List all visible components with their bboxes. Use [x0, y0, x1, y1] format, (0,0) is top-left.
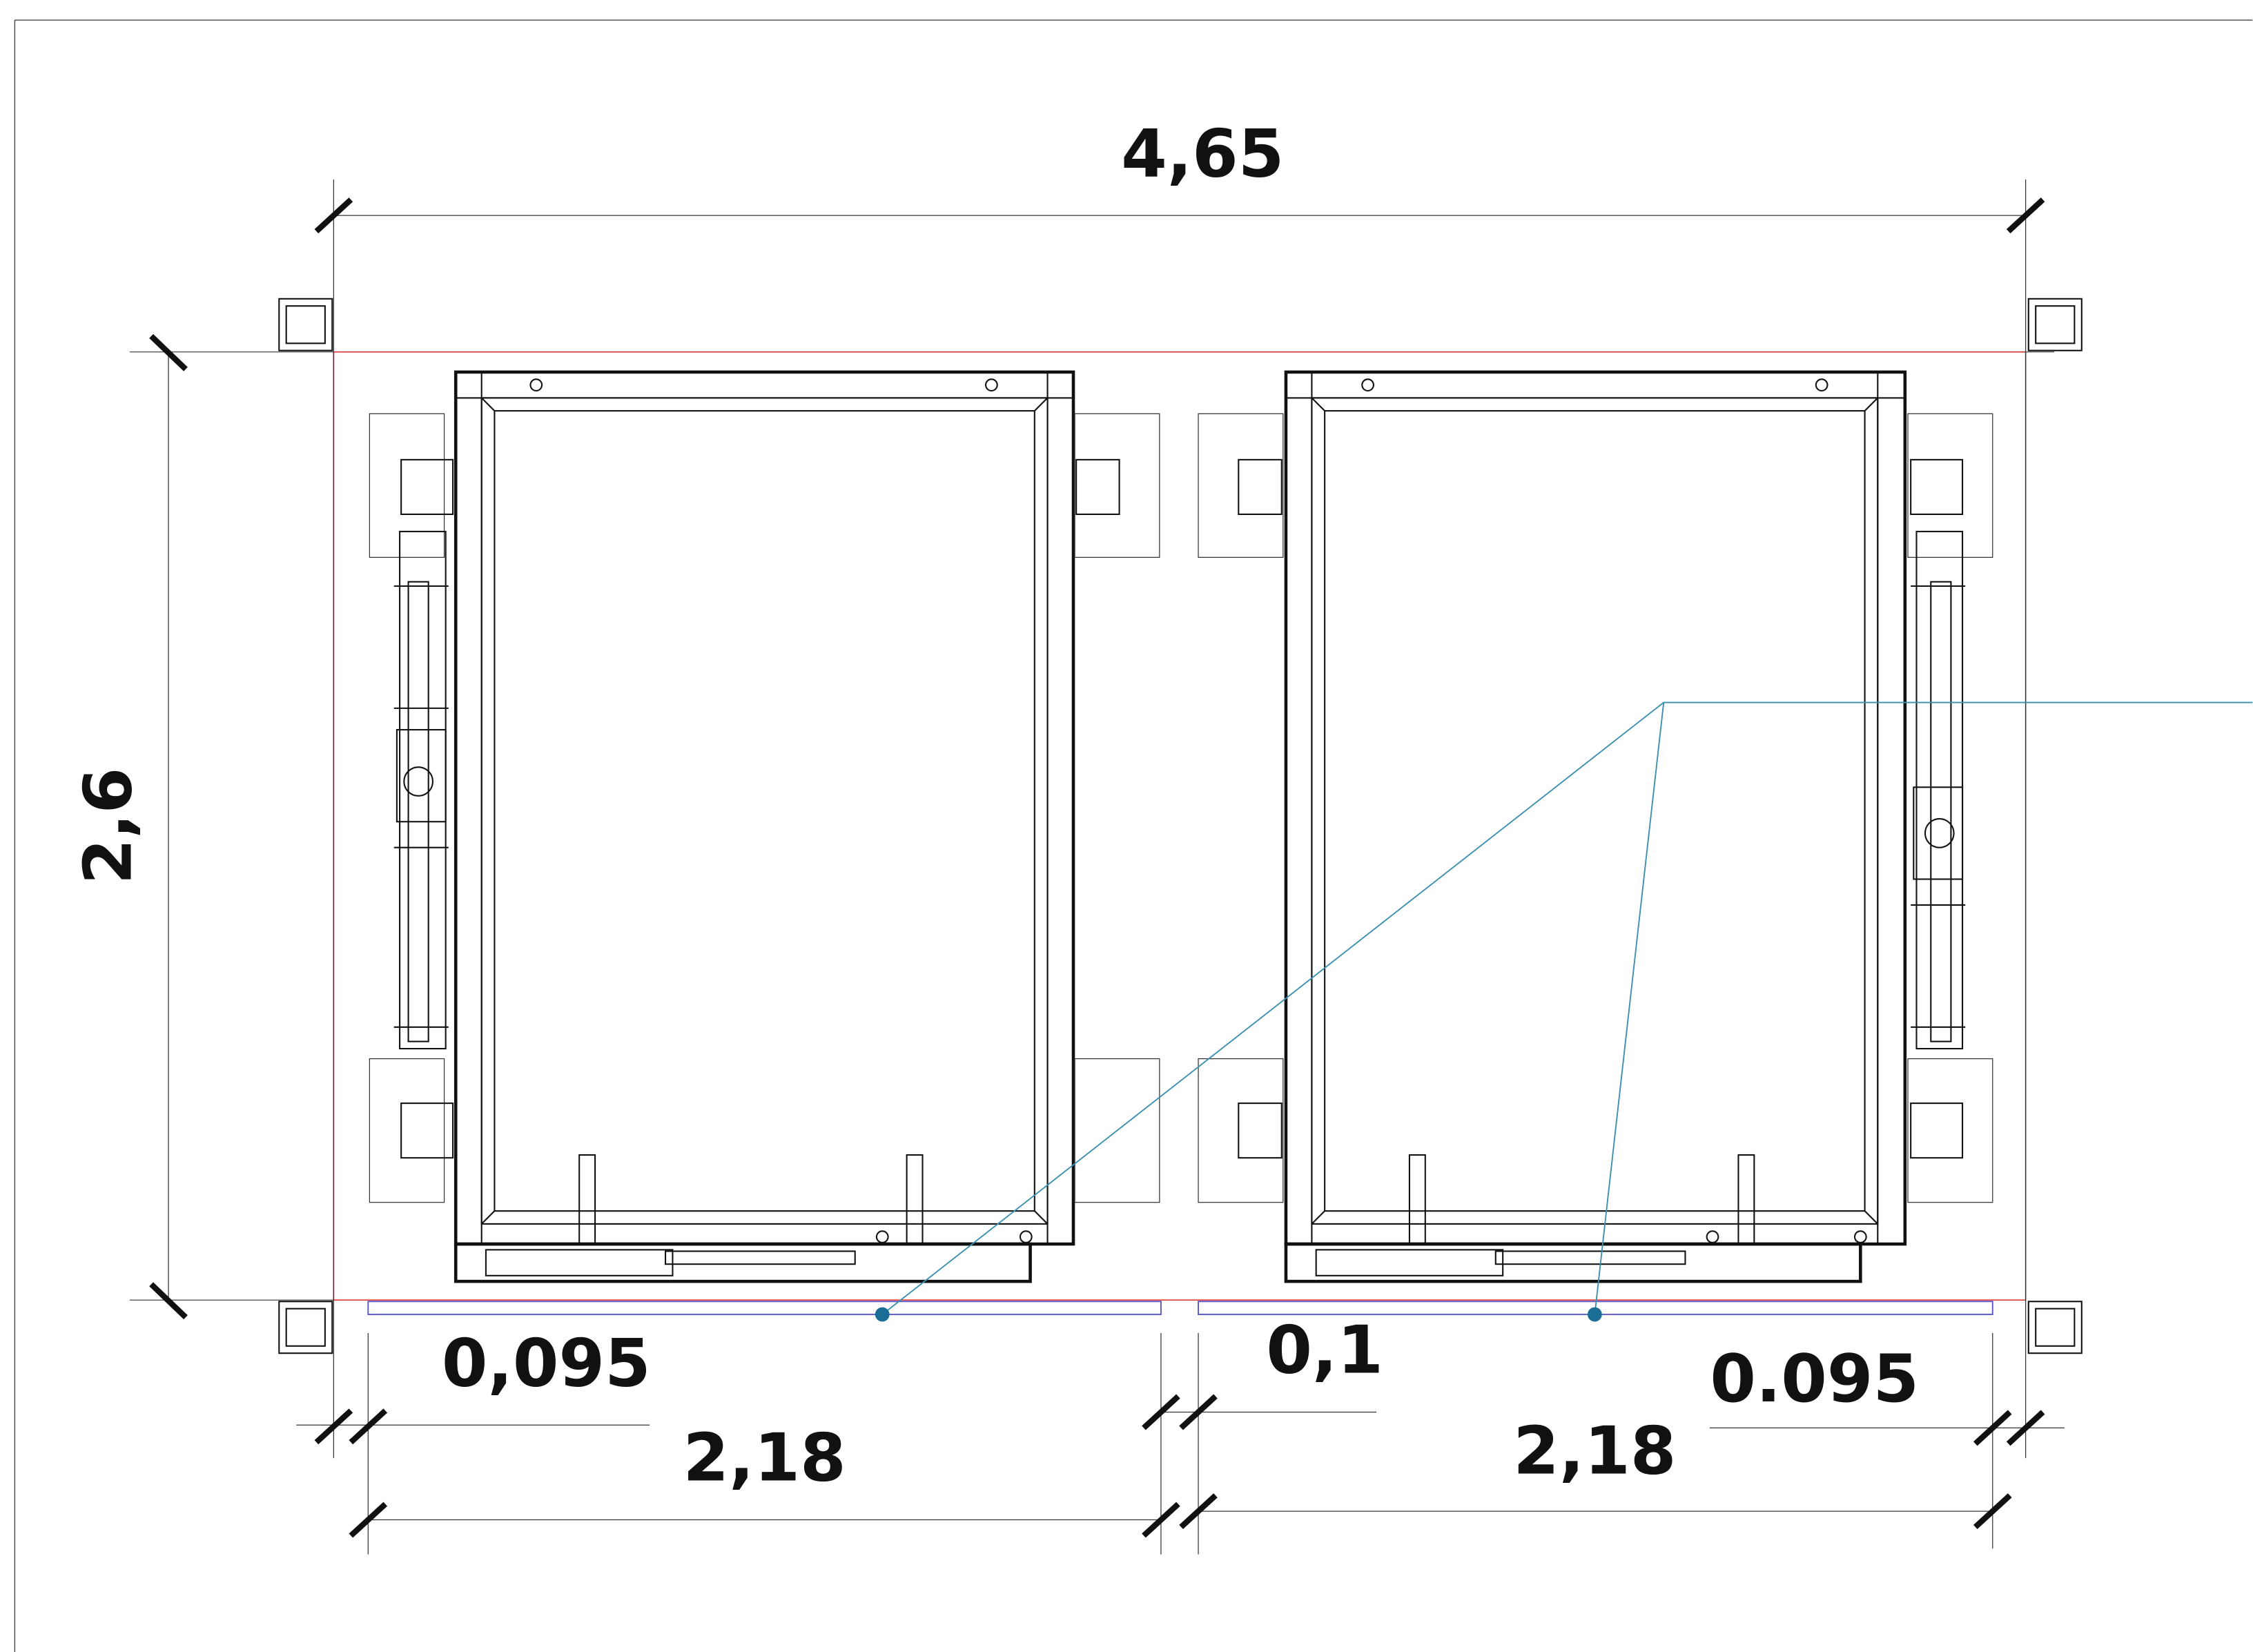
- dimension-label: 2,6: [69, 768, 146, 885]
- annotation-leaders: [367, 701, 2253, 1322]
- sheet-border: [14, 19, 2253, 1652]
- door-right: [1198, 370, 1993, 1283]
- dimension-label: 0.095: [1710, 1340, 1919, 1417]
- top-dimension: [314, 179, 2045, 1459]
- dimension-label: 0,095: [442, 1324, 651, 1401]
- outline: [333, 351, 2027, 1301]
- dimension-label: 4,65: [1121, 115, 1284, 192]
- dimension-label: 2,18: [1513, 1412, 1676, 1489]
- corner-posts: [278, 298, 2083, 1354]
- bottom-dimensions: [296, 1333, 2065, 1555]
- dimension-label: 0,1: [1266, 1312, 1383, 1389]
- left-dimension: [129, 333, 2055, 1320]
- door-left: [369, 370, 1160, 1283]
- dimension-label: 2,18: [683, 1419, 846, 1497]
